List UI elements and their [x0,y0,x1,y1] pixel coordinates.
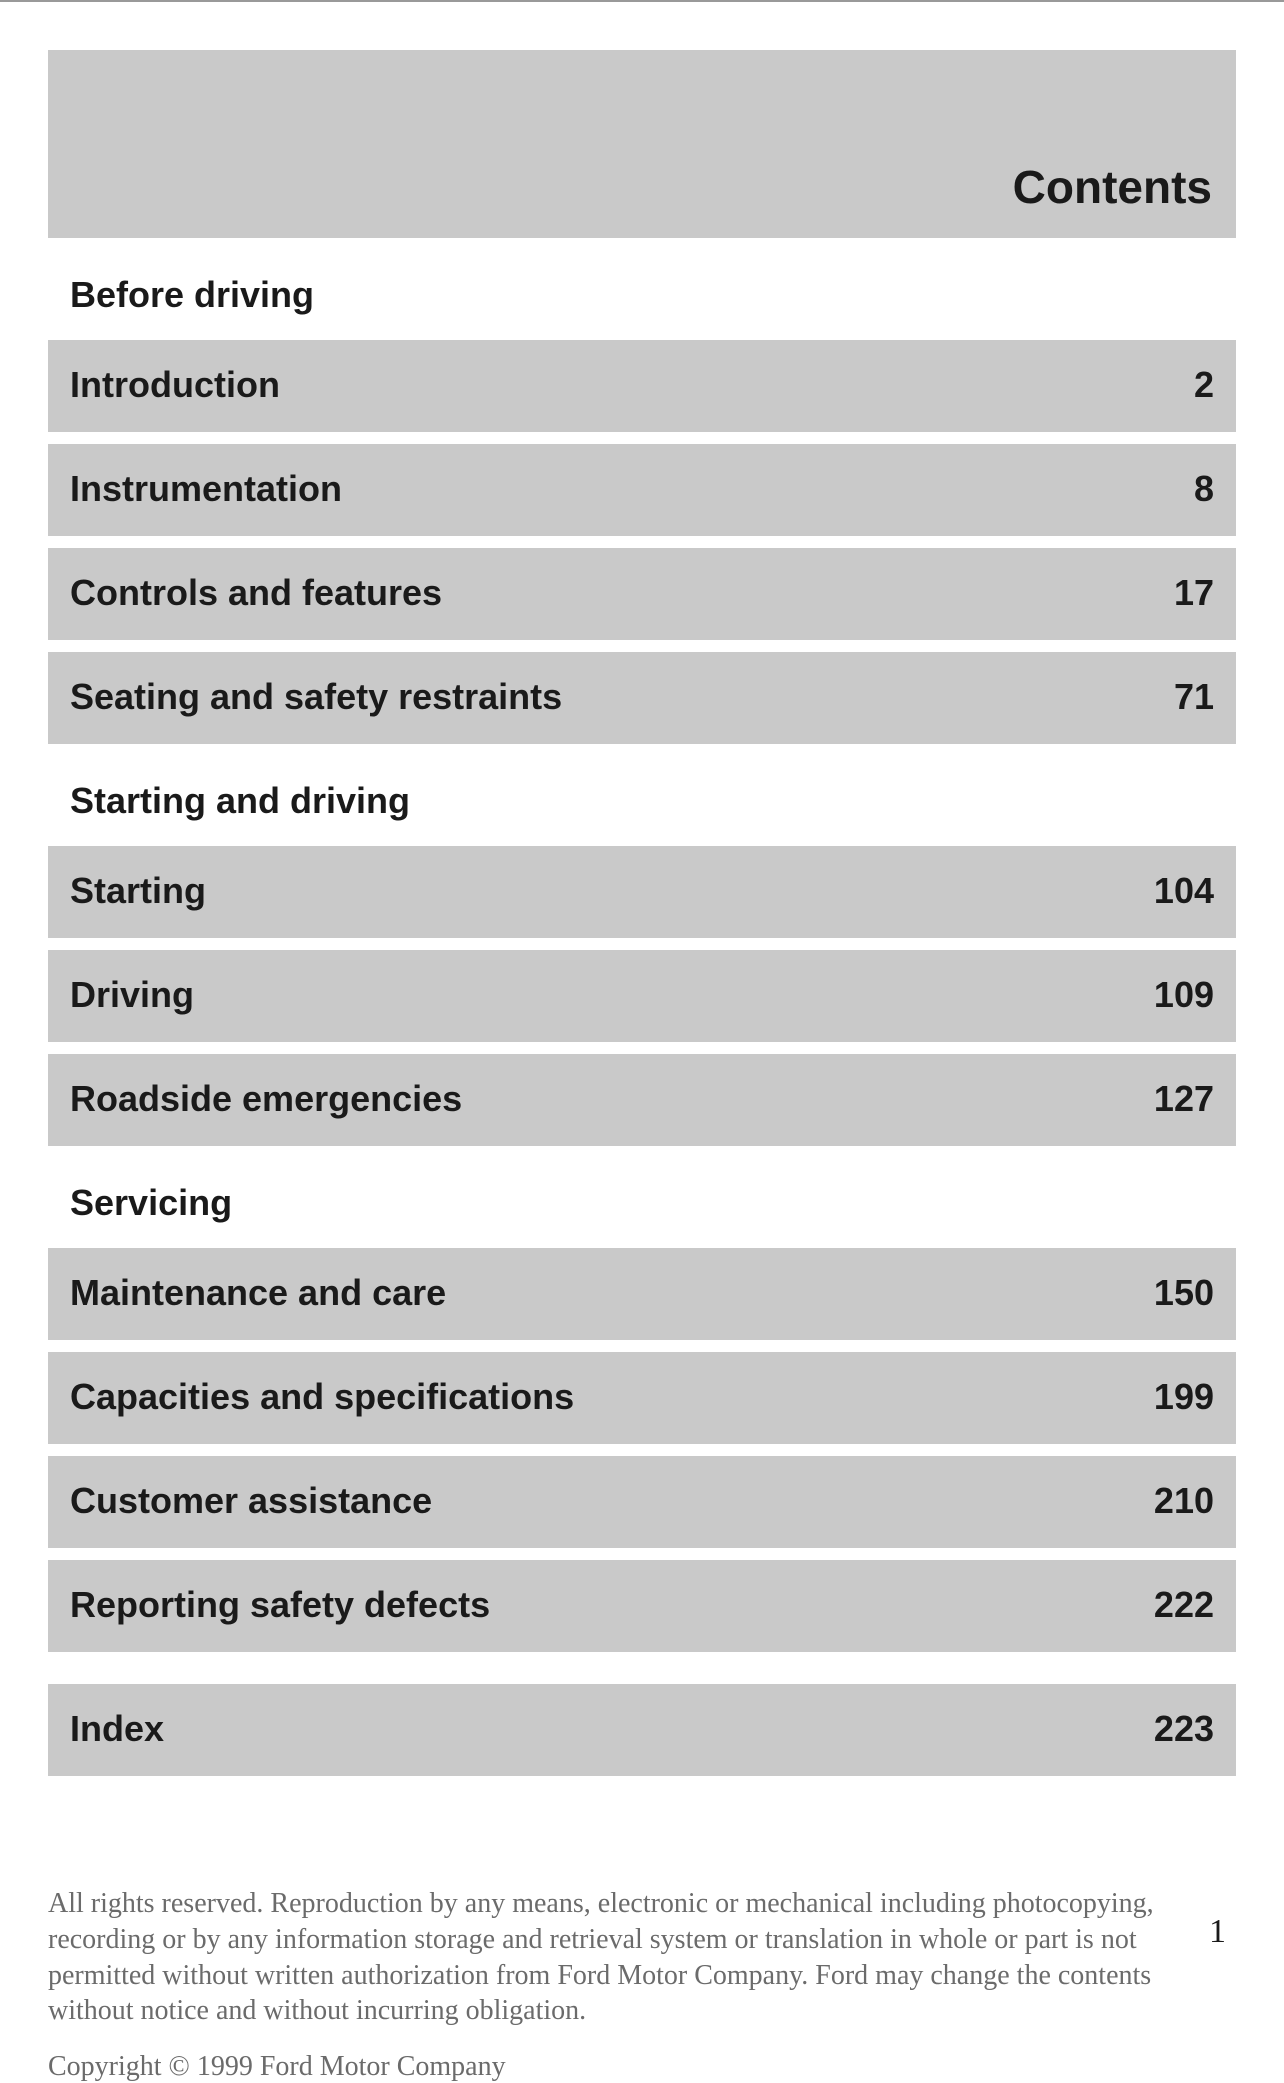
toc-row-controls: Controls and features 17 [48,548,1236,640]
toc-page: 109 [1154,974,1214,1016]
toc-page: 17 [1174,572,1214,614]
toc-page: 2 [1194,364,1214,406]
toc-label: Maintenance and care [70,1272,446,1314]
section-starting-and-driving: Starting and driving [48,756,1236,846]
toc-page: 210 [1154,1480,1214,1522]
page-number: 1 [1209,1913,1226,1951]
section-servicing: Servicing [48,1158,1236,1248]
toc-label: Capacities and specifications [70,1376,574,1418]
toc-row-maintenance: Maintenance and care 150 [48,1248,1236,1340]
toc-page: 71 [1174,676,1214,718]
toc-label: Customer assistance [70,1480,432,1522]
footer-rights: All rights reserved. Reproduction by any… [48,1886,1236,2029]
toc-row-introduction: Introduction 2 [48,340,1236,432]
toc-page: 8 [1194,468,1214,510]
toc-label: Reporting safety defects [70,1584,490,1626]
toc-row-driving: Driving 109 [48,950,1236,1042]
toc-row-roadside: Roadside emergencies 127 [48,1054,1236,1146]
toc-label: Driving [70,974,194,1016]
toc-label: Controls and features [70,572,442,614]
toc-row-instrumentation: Instrumentation 8 [48,444,1236,536]
toc-row-seating: Seating and safety restraints 71 [48,652,1236,744]
toc-label: Index [70,1708,164,1750]
toc-label: Starting [70,870,206,912]
toc-page: 222 [1154,1584,1214,1626]
toc-row-reporting: Reporting safety defects 222 [48,1560,1236,1652]
toc-row-index: Index 223 [48,1684,1236,1776]
toc-label: Seating and safety restraints [70,676,562,718]
section-before-driving: Before driving [48,250,1236,340]
toc-row-capacities: Capacities and specifications 199 [48,1352,1236,1444]
toc-page: 104 [1154,870,1214,912]
page-container: Contents Before driving Introduction 2 I… [0,0,1284,2083]
header-bar: Contents [48,50,1236,238]
footer-copyright: Copyright © 1999 Ford Motor Company [48,2051,1236,2083]
toc-label: Introduction [70,364,280,406]
toc-page: 199 [1154,1376,1214,1418]
spacer [48,1664,1236,1684]
toc-label: Roadside emergencies [70,1078,462,1120]
toc-row-starting: Starting 104 [48,846,1236,938]
toc-row-customer: Customer assistance 210 [48,1456,1236,1548]
header-title: Contents [1013,160,1212,214]
toc-page: 150 [1154,1272,1214,1314]
toc-page: 127 [1154,1078,1214,1120]
toc-label: Instrumentation [70,468,342,510]
toc-page: 223 [1154,1708,1214,1750]
